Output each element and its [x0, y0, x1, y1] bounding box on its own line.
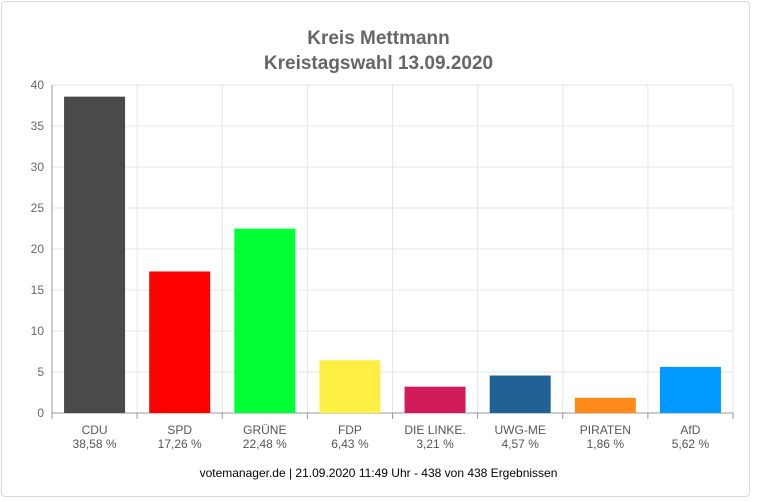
y-tick-label: 40 — [31, 78, 45, 92]
y-tick-label: 30 — [31, 160, 45, 174]
value-label: 38,58 % — [73, 437, 117, 451]
category-label: UWG-ME — [495, 423, 546, 437]
category-label: CDU — [82, 423, 108, 437]
chart-subtitle: Kreistagswahl 13.09.2020 — [263, 53, 494, 74]
bar-grüne — [234, 228, 296, 413]
category-label: AfD — [680, 423, 700, 437]
value-label: 5,62 % — [672, 437, 710, 451]
bar-spd — [149, 271, 211, 413]
value-label: 1,86 % — [587, 437, 625, 451]
value-label: 4,57 % — [502, 437, 540, 451]
value-label: 17,26 % — [158, 437, 202, 451]
y-tick-label: 10 — [31, 324, 45, 338]
y-tick-label: 25 — [31, 201, 45, 215]
bar-cdu — [64, 96, 126, 414]
value-label: 3,21 % — [416, 437, 454, 451]
value-label: 22,48 % — [243, 437, 287, 451]
value-label: 6,43 % — [331, 437, 369, 451]
y-tick-label: 35 — [31, 119, 45, 133]
category-label: PIRATEN — [580, 423, 631, 437]
chart-title: Kreis Mettmann — [307, 28, 450, 49]
bar-uwg-me — [489, 375, 551, 413]
y-tick-label: 20 — [31, 242, 45, 256]
category-label: SPD — [167, 423, 192, 437]
category-label: GRÜNE — [243, 423, 286, 437]
y-tick-label: 0 — [37, 406, 44, 420]
y-tick-label: 15 — [31, 283, 45, 297]
category-label: DIE LINKE. — [404, 423, 465, 437]
y-tick-label: 5 — [37, 365, 44, 379]
bar-piraten — [574, 397, 636, 413]
bar-fdp — [319, 360, 381, 413]
source-footer: votemanager.de | 21.09.2020 11:49 Uhr - … — [199, 466, 558, 480]
bar-afd — [659, 366, 721, 413]
category-label: FDP — [338, 423, 362, 437]
bar-die-linke — [404, 386, 466, 413]
